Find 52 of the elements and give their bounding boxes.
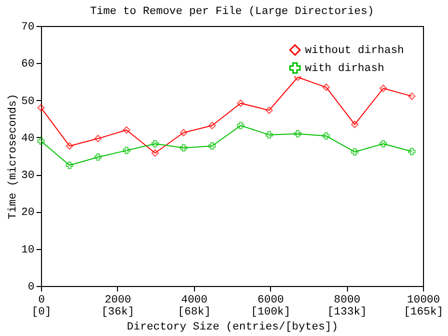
y-tick-label: 70 bbox=[21, 22, 34, 34]
chart-title: Time to Remove per File (Large Directories) bbox=[90, 6, 374, 18]
point bbox=[351, 148, 358, 156]
point bbox=[208, 122, 216, 130]
point bbox=[37, 104, 45, 112]
y-tick-label: 10 bbox=[21, 244, 34, 256]
text: [68k] bbox=[178, 306, 211, 318]
point bbox=[351, 120, 358, 128]
y-tick-label: 30 bbox=[21, 170, 34, 182]
point bbox=[151, 149, 159, 157]
point bbox=[66, 142, 74, 150]
point bbox=[322, 84, 330, 91]
point bbox=[94, 134, 102, 142]
point bbox=[408, 148, 416, 156]
y-tick-label: 60 bbox=[21, 58, 34, 71]
point bbox=[180, 128, 188, 136]
x-tick-label: 6000 bbox=[257, 294, 284, 306]
x-tick-label: 0 bbox=[38, 294, 45, 306]
point bbox=[180, 144, 188, 152]
y-axis-title: Time (microseconds) bbox=[7, 94, 20, 220]
point bbox=[266, 131, 273, 138]
text: [165k] bbox=[404, 306, 444, 318]
point bbox=[237, 122, 244, 130]
text: [36k] bbox=[101, 306, 134, 318]
legend-label: without dirhash bbox=[305, 45, 404, 57]
point bbox=[66, 162, 74, 169]
y-tick-label: 50 bbox=[21, 96, 34, 108]
point bbox=[94, 153, 102, 161]
point bbox=[266, 106, 273, 114]
x-tick-label: 8000 bbox=[334, 294, 360, 306]
point bbox=[122, 126, 130, 134]
x-tick-label: 4000 bbox=[181, 294, 208, 306]
x-axis-title: Directory Size (entries/[bytes]) bbox=[126, 322, 338, 334]
y-tick-label: 40 bbox=[21, 132, 34, 145]
point bbox=[408, 92, 416, 100]
point bbox=[294, 130, 302, 138]
legend-label: with dirhash bbox=[305, 63, 384, 75]
point bbox=[208, 142, 216, 150]
y-tick-label: 20 bbox=[21, 207, 34, 220]
point bbox=[237, 100, 244, 107]
x-tick-label: 10000 bbox=[406, 294, 440, 306]
y-tick-label: 0 bbox=[28, 282, 34, 294]
point bbox=[37, 137, 45, 145]
x-tick-label: 2000 bbox=[104, 294, 132, 306]
point bbox=[322, 132, 330, 140]
point bbox=[380, 84, 387, 92]
point bbox=[122, 146, 130, 154]
point bbox=[380, 140, 387, 148]
text: [100k] bbox=[250, 306, 291, 318]
text: [133k] bbox=[327, 306, 367, 318]
text: [0] bbox=[32, 306, 52, 318]
point bbox=[151, 140, 159, 148]
